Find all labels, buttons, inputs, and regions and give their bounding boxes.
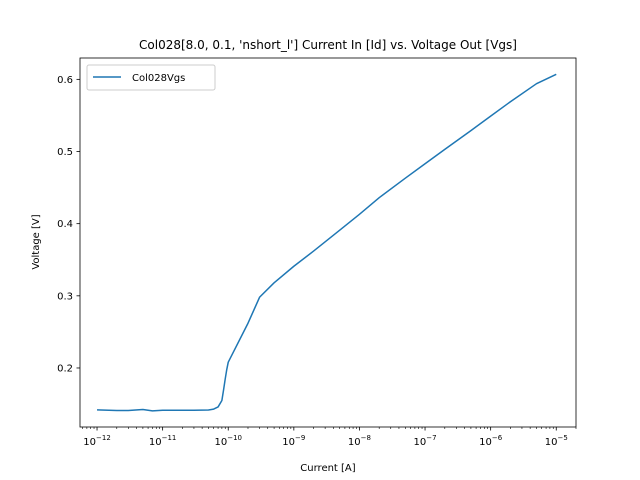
x-tick-label: 10−9 bbox=[282, 434, 305, 448]
y-tick-label: 0.3 bbox=[57, 291, 73, 302]
x-tick-label: 10−10 bbox=[214, 434, 242, 448]
x-tick-label: 10−11 bbox=[149, 434, 177, 448]
x-axis-label: Current [A] bbox=[300, 463, 355, 474]
chart-title: Col028[8.0, 0.1, 'nshort_l'] Current In … bbox=[139, 38, 517, 52]
x-tick-label: 10−6 bbox=[479, 434, 503, 448]
y-tick-label: 0.6 bbox=[57, 75, 73, 86]
legend-box bbox=[86, 64, 216, 91]
x-tick-label: 10−12 bbox=[83, 434, 111, 448]
y-axis-label: Voltage [V] bbox=[31, 214, 42, 269]
plot-area: 10−12 10−11 10−10 10−9 10−8 10−7 10−6 10−5 0.2 0.… bbox=[57, 57, 577, 448]
y-tick-label: 0.4 bbox=[57, 219, 73, 230]
x-tick-label: 10−7 bbox=[414, 434, 437, 448]
y-tick-label: 0.5 bbox=[57, 147, 73, 158]
y-tick-label: 0.2 bbox=[57, 363, 73, 374]
x-tick-label: 10−5 bbox=[545, 434, 568, 448]
legend-label-col028vgs: Col028Vgs bbox=[132, 73, 185, 84]
legend: Col028Vgs bbox=[86, 64, 216, 91]
series-line-col028vgs bbox=[97, 73, 557, 412]
axes-frame bbox=[79, 57, 577, 428]
x-tick-label: 10−8 bbox=[348, 434, 371, 448]
